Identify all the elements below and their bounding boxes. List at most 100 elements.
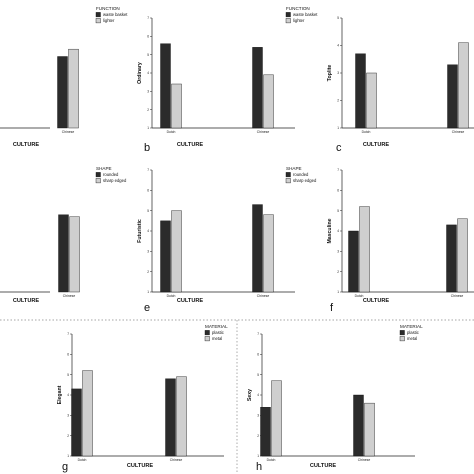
legend-item-label: metal [212,336,222,341]
y-tick-label: 5 [337,16,339,20]
legend-item-label: waste basket [103,12,128,17]
panel-letter: f [330,302,334,314]
y-tick-label: 3 [337,71,339,75]
x-category-label: Dutch [267,458,276,462]
x-axis-title: CULTURE [127,463,154,469]
legend-swatch [95,12,101,18]
x-category-label: Chinese [62,130,75,134]
x-axis-title: CULTURE [310,463,337,469]
y-tick-label: 2 [147,270,149,274]
legend-item-label: sharp edged [293,178,317,183]
y-tick-label: 2 [67,434,69,438]
y-tick-label: 3 [147,249,149,253]
legend-title: MATERIAL [205,324,228,329]
bar [263,214,274,293]
y-tick-label: 3 [67,413,69,417]
y-tick-label: 1 [67,454,69,458]
y-tick-label: 5 [147,53,149,57]
y-tick-label: 7 [257,332,259,336]
x-category-label: Dutch [355,294,364,298]
y-tick-label: 2 [147,108,149,112]
y-tick-label: 6 [337,188,339,192]
legend-item-label: rounded [103,172,119,177]
bar [252,47,263,129]
panel-b: 1 2 3 4 5 6 7 Dutch Chinese CULTURE Ordinary FUNCTI… [137,6,318,154]
bar [446,224,457,293]
y-tick-label: 5 [257,373,259,377]
x-axis-title: CULTURE [177,298,204,304]
panel-letter: h [256,461,262,473]
bar [165,378,176,457]
bar [69,216,80,293]
bar [364,402,375,457]
legend-title: SHAPE [286,166,302,171]
legend-title: SHAPE [96,166,112,171]
bar [447,64,458,129]
bar [457,218,468,293]
y-tick-label: 2 [337,270,339,274]
legend-item-label: sharp edged [103,178,127,183]
x-category-label: Chinese [170,458,183,462]
y-tick-label: 3 [147,89,149,93]
y-tick-label: 6 [257,352,259,356]
x-axis-title: CULTURE [13,142,40,148]
y-axis-title: Top/ite [327,65,333,82]
panel-e: 1 2 3 4 5 6 7 Dutch Chinese CULTURE Futuristic SHAP… [137,166,317,314]
x-axis-title: CULTURE [363,298,390,304]
y-tick-label: 1 [147,126,149,130]
bar [68,48,79,129]
bar [260,407,271,457]
y-tick-label: 5 [147,209,149,213]
bar [57,56,68,129]
y-tick-label: 1 [147,290,149,294]
legend-swatch [204,336,210,342]
legend-title: FUNCTION [286,6,310,11]
bar [160,43,171,129]
bar [263,74,274,129]
panel-letter: c [336,142,342,154]
panel-f: 1 2 3 4 5 6 7 Dutch Chinese CULTURE Masculine f [327,168,474,314]
panel-c: 1 2 3 4 5 Dutch Chinese CULTURE Top/ite c [327,16,474,154]
bar [171,210,182,293]
y-tick-label: 4 [257,393,259,397]
legend-swatch [95,178,101,184]
bar [359,206,370,293]
legend-swatch [285,178,291,184]
panel-letter: b [144,142,150,154]
legend-swatch [285,172,291,178]
y-axis-title: Sexy [247,389,253,401]
legend-swatch [399,330,405,336]
y-tick-label: 2 [257,434,259,438]
y-tick-label: 4 [337,44,339,48]
y-axis-title: Elegant [57,385,63,404]
x-category-label: Chinese [257,130,270,134]
x-category-label: Chinese [451,294,464,298]
legend-title: FUNCTION [96,6,120,11]
legend-item-label: plastic [212,330,224,335]
y-tick-label: 1 [337,290,339,294]
y-tick-label: 7 [147,16,149,20]
y-tick-label: 6 [147,34,149,38]
y-axis-title: Futuristic [137,219,143,243]
panel-g: 1 2 3 4 5 6 7 Dutch Chinese CULTURE Elegant MATERIA… [57,324,228,473]
y-tick-label: 7 [147,168,149,172]
y-tick-label: 5 [337,209,339,213]
legend-swatch [204,330,210,336]
legend-swatch [95,18,101,24]
x-category-label: Dutch [167,294,176,298]
y-tick-label: 3 [337,249,339,253]
y-tick-label: 7 [337,168,339,172]
y-tick-label: 1 [257,454,259,458]
y-tick-label: 7 [67,332,69,336]
legend-item-label: plastic [407,330,419,335]
panel-letter: g [62,461,68,473]
bar [348,230,359,293]
bar [366,72,377,129]
bar [58,214,69,293]
y-axis-title: Ordinary [137,62,143,84]
bar [271,380,282,457]
y-tick-label: 1 [337,126,339,130]
legend-item-label: lighter [293,18,305,23]
